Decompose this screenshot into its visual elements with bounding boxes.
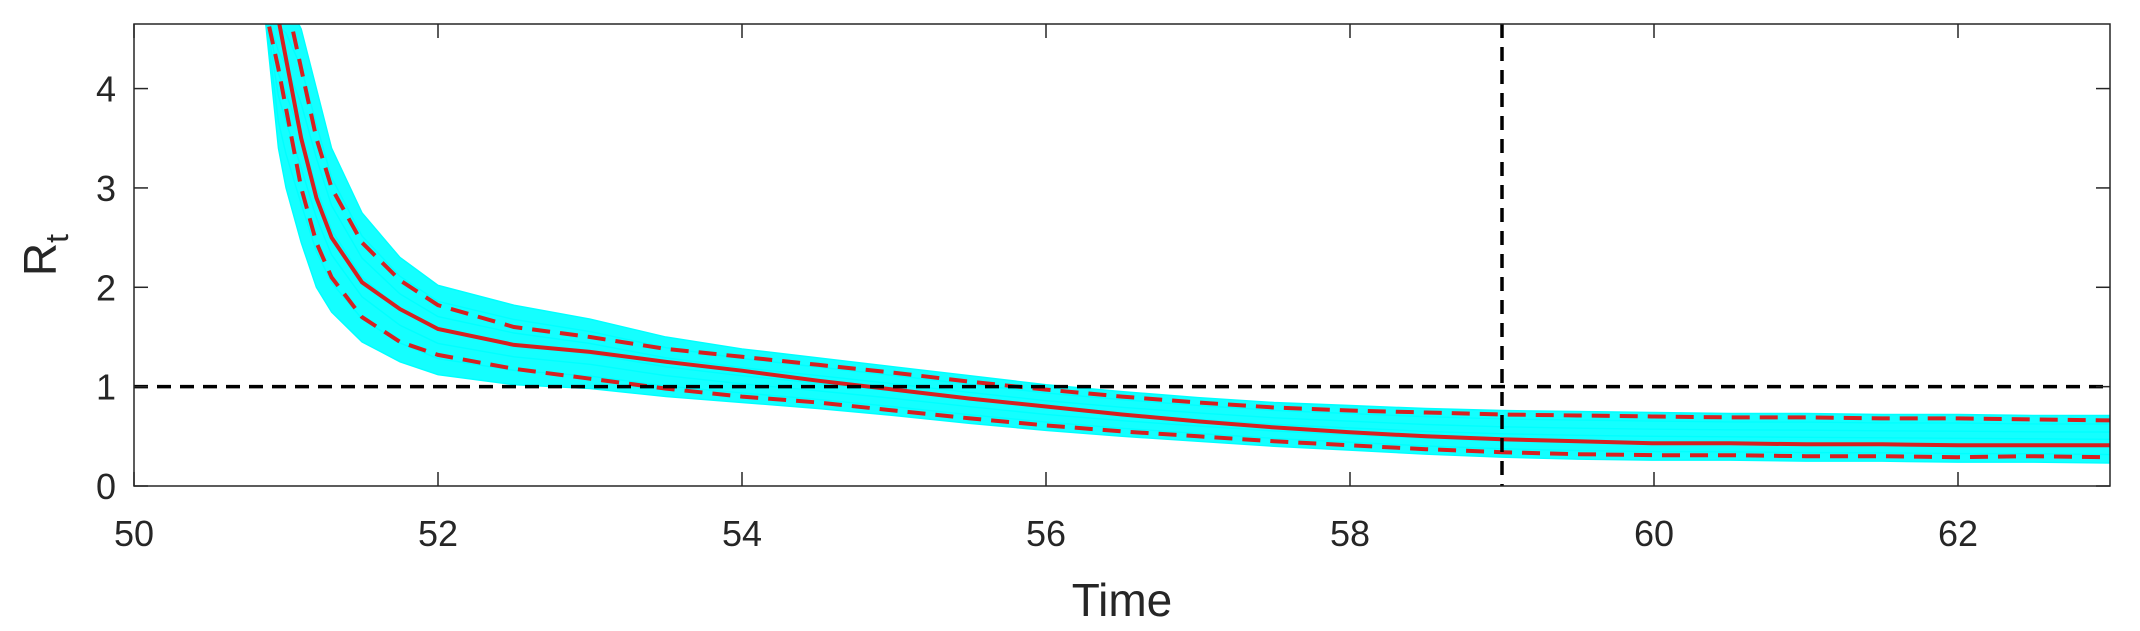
ensemble-fill — [265, 24, 2110, 464]
median-line — [277, 24, 2110, 448]
x-tick-label: 58 — [1330, 513, 1370, 554]
reference-lines — [134, 24, 2110, 486]
y-tick-label: 4 — [96, 69, 116, 110]
x-tick-label: 50 — [114, 513, 154, 554]
axes-box — [133, 23, 2111, 487]
lower-bound-line — [266, 24, 2110, 460]
y-axis-label-main: R — [14, 243, 66, 276]
ensemble-trace — [276, 24, 2110, 425]
x-tick-label: 62 — [1938, 513, 1978, 554]
plot-area — [134, 24, 2110, 486]
x-tick-label: 52 — [418, 513, 458, 554]
y-axis: 0 1 2 3 4 — [96, 69, 2110, 507]
x-axis-label: Time — [1072, 574, 1173, 626]
y-axis-label: Rt — [14, 234, 75, 276]
ensemble-trace — [297, 24, 2110, 417]
y-tick-label: 2 — [96, 267, 116, 308]
y-tick-label: 0 — [96, 466, 116, 507]
x-tick-label: 60 — [1634, 513, 1674, 554]
y-tick-label: 1 — [96, 367, 116, 408]
ensemble-band — [265, 24, 2110, 464]
ensemble-trace — [265, 24, 2110, 456]
confidence-bounds — [266, 24, 2110, 460]
x-axis: 50 52 54 56 58 60 62 — [114, 24, 1978, 554]
x-tick-label: 54 — [722, 513, 762, 554]
median-series-line — [277, 24, 2110, 448]
ensemble-trace — [269, 24, 2110, 433]
ensemble-trace — [265, 24, 2110, 464]
x-tick-label: 56 — [1026, 513, 1066, 554]
y-axis-label-subscript: t — [39, 234, 75, 243]
y-tick-label: 3 — [96, 168, 116, 209]
